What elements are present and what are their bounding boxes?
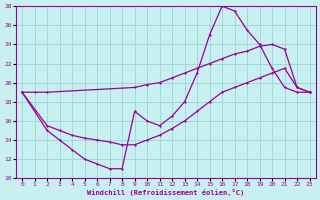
X-axis label: Windchill (Refroidissement éolien,°C): Windchill (Refroidissement éolien,°C) xyxy=(87,189,244,196)
